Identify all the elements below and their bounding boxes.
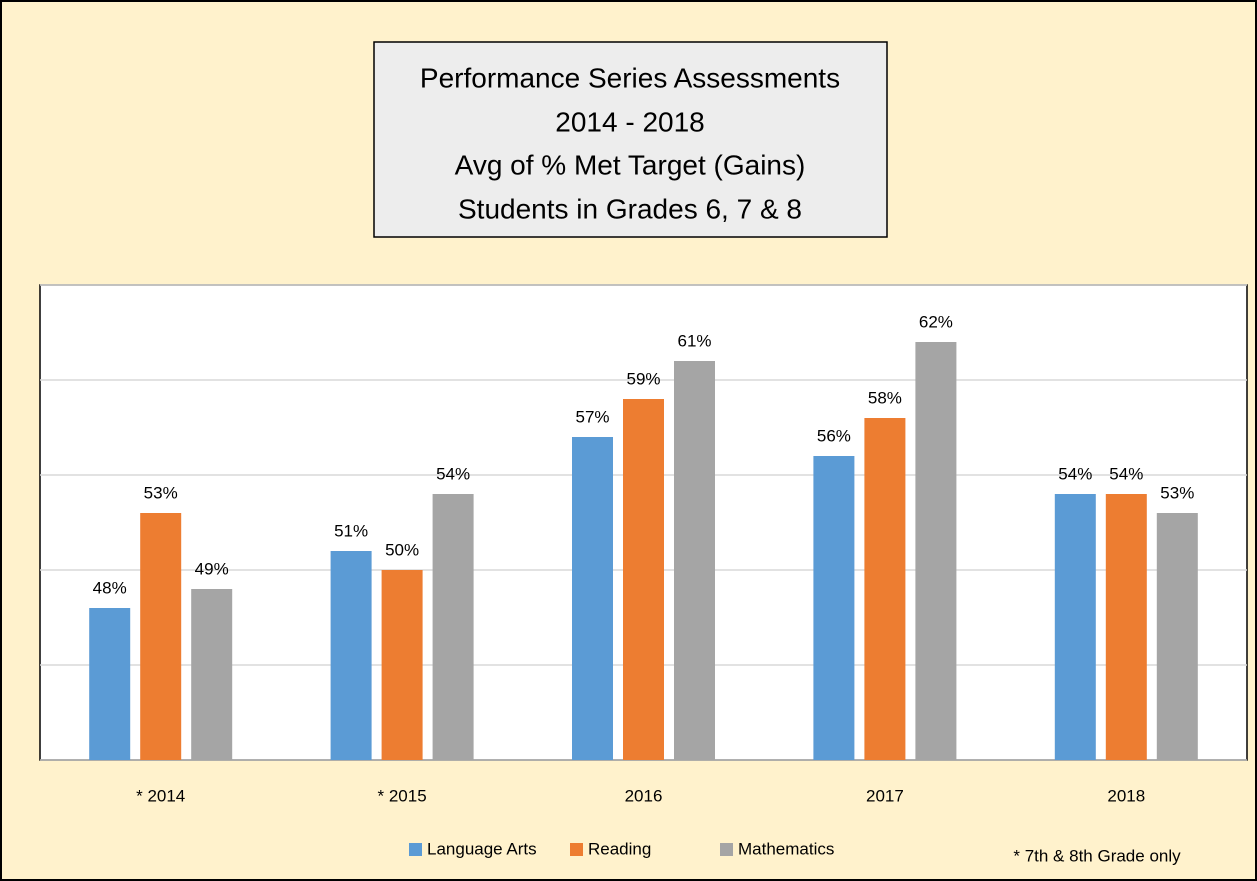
x-tick-label: 2016 — [625, 786, 663, 805]
bar — [623, 399, 664, 760]
data-label: 53% — [144, 483, 178, 502]
x-tick-label: 2018 — [1107, 786, 1145, 805]
data-label: 54% — [1058, 464, 1092, 483]
legend-label: Mathematics — [738, 839, 834, 858]
chart-title: Students in Grades 6, 7 & 8 — [458, 193, 802, 224]
data-label: 62% — [919, 312, 953, 331]
data-label: 51% — [334, 521, 368, 540]
legend-swatch — [409, 843, 422, 856]
bar — [381, 570, 423, 760]
legend-swatch — [570, 843, 583, 856]
data-label: 48% — [93, 578, 127, 597]
annotation: * 7th & 8th Grade only — [1013, 846, 1181, 865]
chart-title: 2014 - 2018 — [555, 106, 704, 137]
legend-label: Reading — [588, 839, 651, 858]
data-label: 54% — [1109, 464, 1143, 483]
bar — [1105, 494, 1147, 760]
bar — [1156, 513, 1198, 760]
bar — [330, 551, 372, 760]
bar — [1054, 494, 1096, 760]
chart-title: Avg of % Met Target (Gains) — [455, 149, 806, 180]
data-label: 59% — [626, 369, 660, 388]
legend-label: Language Arts — [427, 839, 537, 858]
bar — [572, 437, 613, 760]
chart-title: Performance Series Assessments — [420, 62, 840, 93]
data-label: 54% — [436, 464, 470, 483]
bar — [89, 608, 131, 760]
bar — [864, 418, 906, 760]
title-box — [373, 41, 888, 238]
bar — [191, 589, 233, 760]
legend-swatch — [720, 843, 733, 856]
data-label: 58% — [868, 388, 902, 407]
bar — [674, 361, 715, 760]
data-label: 53% — [1160, 483, 1194, 502]
x-tick-label: * 2014 — [136, 786, 185, 805]
data-label: 61% — [677, 331, 711, 350]
data-label: 49% — [195, 559, 229, 578]
bar — [813, 456, 855, 760]
x-tick-label: 2017 — [866, 786, 904, 805]
bar — [432, 494, 474, 760]
bar — [140, 513, 182, 760]
data-label: 50% — [385, 540, 419, 559]
bar — [915, 342, 957, 760]
x-tick-label: * 2015 — [378, 786, 427, 805]
data-label: 56% — [817, 426, 851, 445]
data-label: 57% — [575, 407, 609, 426]
